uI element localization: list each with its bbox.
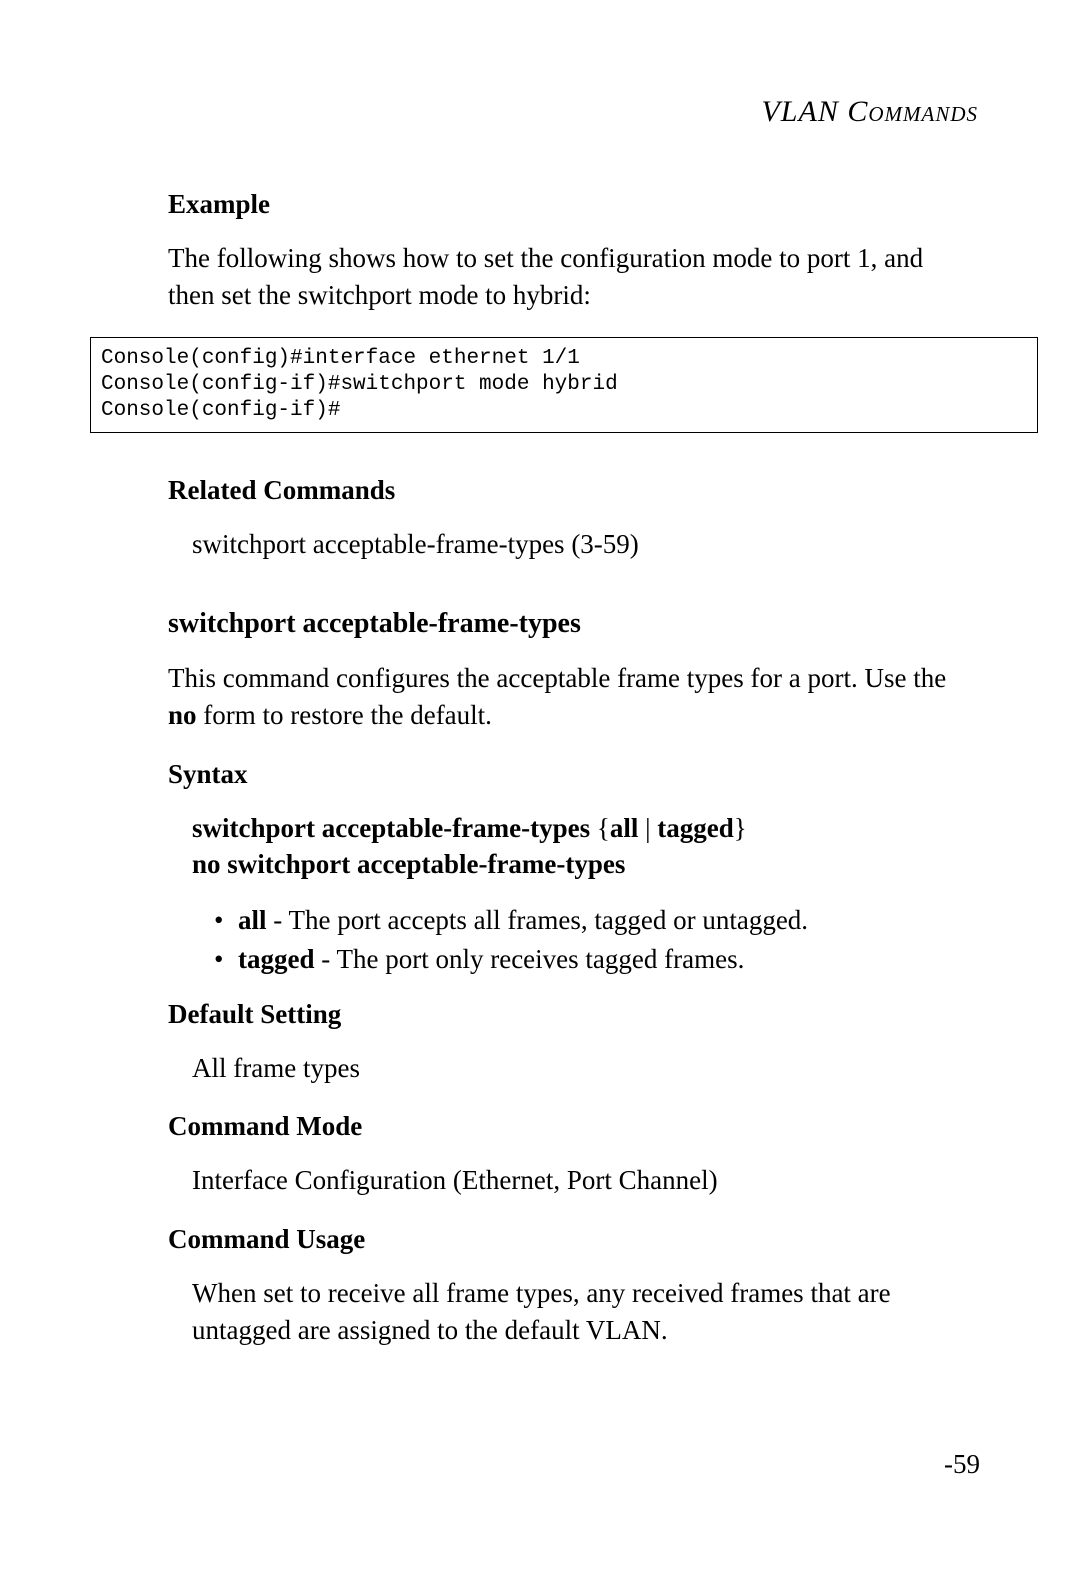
page-content: Example The following shows how to set t… <box>168 187 970 1349</box>
syntax-line-1: switchport acceptable-frame-types {all |… <box>192 810 970 846</box>
list-item: tagged - The port only receives tagged f… <box>214 940 970 979</box>
bullet-all-bold: all <box>238 905 267 935</box>
mode-heading: Command Mode <box>168 1109 970 1144</box>
syntax-cmd: switchport acceptable-frame-types <box>192 813 590 843</box>
syntax-pipe: | <box>638 813 657 843</box>
usage-value: When set to receive all frame types, any… <box>192 1275 970 1350</box>
usage-heading: Command Usage <box>168 1222 970 1257</box>
syntax-brace-close: } <box>734 813 747 843</box>
syntax-opt-all: all <box>610 813 639 843</box>
related-item: switchport acceptable-frame-types (3-59) <box>192 526 970 563</box>
bullet-tagged-bold: tagged <box>238 944 315 974</box>
related-heading: Related Commands <box>168 473 970 508</box>
page-header: VLAN Commands <box>100 95 980 129</box>
mode-value: Interface Configuration (Ethernet, Port … <box>192 1162 970 1199</box>
default-heading: Default Setting <box>168 997 970 1032</box>
command-description: This command configures the acceptable f… <box>168 660 970 735</box>
example-paragraph: The following shows how to set the confi… <box>168 240 970 315</box>
code-block: Console(config)#interface ethernet 1/1 C… <box>90 337 1038 434</box>
syntax-block: switchport acceptable-frame-types {all |… <box>192 810 970 883</box>
header-text: VLAN Commands <box>761 95 978 128</box>
bullet-all-rest: - The port accepts all frames, tagged or… <box>267 905 809 935</box>
syntax-heading: Syntax <box>168 757 970 792</box>
bullet-tagged-rest: - The port only receives tagged frames. <box>315 944 745 974</box>
command-desc-post: form to restore the default. <box>197 700 492 730</box>
syntax-opt-tagged: tagged <box>657 813 734 843</box>
syntax-bullet-list: all - The port accepts all frames, tagge… <box>214 901 970 979</box>
list-item: all - The port accepts all frames, tagge… <box>214 901 970 940</box>
command-title: switchport acceptable-frame-types <box>168 606 970 642</box>
page: VLAN Commands Example The following show… <box>0 0 1080 1570</box>
default-value: All frame types <box>192 1050 970 1087</box>
command-desc-pre: This command configures the acceptable f… <box>168 663 946 693</box>
example-heading: Example <box>168 187 970 222</box>
command-desc-bold: no <box>168 700 197 730</box>
syntax-line-2: no switchport acceptable-frame-types <box>192 846 970 882</box>
syntax-brace-open: { <box>590 813 610 843</box>
page-number: -59 <box>944 1449 980 1480</box>
